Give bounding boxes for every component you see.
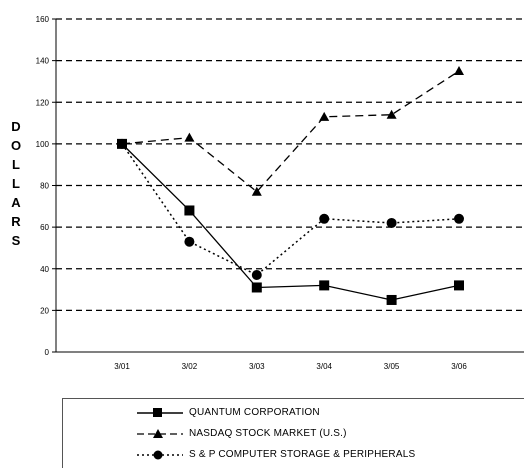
x-tick-label: 3/06 xyxy=(451,362,467,371)
data-point-circle xyxy=(319,213,330,224)
y-axis-label-letter: S xyxy=(11,233,21,248)
y-axis-label-letter: L xyxy=(12,157,20,172)
y-tick-label: 100 xyxy=(36,140,50,149)
y-axis-label-letter: R xyxy=(11,214,21,229)
series-line-0 xyxy=(121,143,460,301)
data-point-triangle xyxy=(454,66,464,76)
y-tick-label: 120 xyxy=(36,98,50,107)
series-line-1 xyxy=(121,70,460,193)
y-tick-label: 80 xyxy=(40,182,49,191)
data-point-square xyxy=(184,205,195,216)
data-point-triangle xyxy=(184,132,195,142)
data-point-square xyxy=(386,294,397,305)
y-axis-label-letter: L xyxy=(12,176,20,191)
legend: QUANTUM CORPORATION NASDAQ STOCK MARKET … xyxy=(62,398,524,468)
y-tick-label: 40 xyxy=(40,265,49,274)
data-point-circle xyxy=(454,213,464,224)
legend-swatch-sp xyxy=(137,450,183,460)
data-point-square xyxy=(319,280,330,291)
x-tick-label: 3/04 xyxy=(316,362,332,371)
legend-swatch-quantum xyxy=(137,408,183,417)
y-tick-label: 0 xyxy=(45,348,50,357)
data-point-square xyxy=(454,280,464,291)
x-tick-label: 3/01 xyxy=(114,362,130,371)
data-point-triangle xyxy=(319,111,330,121)
data-point-circle xyxy=(386,217,397,228)
legend-swatch-nasdaq xyxy=(137,429,183,438)
x-tick-label: 3/05 xyxy=(384,362,400,371)
y-tick-label: 160 xyxy=(36,15,50,24)
data-point-circle xyxy=(117,138,127,149)
x-tick-label: 3/02 xyxy=(182,362,198,371)
y-tick-label: 60 xyxy=(40,223,49,232)
series-line-2 xyxy=(121,143,460,276)
data-point-triangle xyxy=(251,186,262,196)
y-axis-label-letter: O xyxy=(10,138,22,153)
y-axis-label-letter: D xyxy=(11,119,21,134)
x-tick-label: 3/03 xyxy=(249,362,265,371)
line-chart: 0 20 40 60 80 100 120 140 160 3/01 3/02 3/03 3/04 3/0… xyxy=(36,15,524,371)
y-tick-label: 20 xyxy=(40,306,49,315)
legend-label-nasdaq: NASDAQ STOCK MARKET (U.S.) xyxy=(189,428,347,439)
legend-label-quantum: QUANTUM CORPORATION xyxy=(189,407,320,418)
legend-label-sp: S & P COMPUTER STORAGE & PERIPHERALS xyxy=(189,449,416,460)
data-point-square xyxy=(251,282,262,293)
y-tick-label: 140 xyxy=(36,57,50,66)
data-point-triangle xyxy=(386,109,397,119)
data-point-circle xyxy=(251,269,262,280)
y-axis-label-letter: A xyxy=(11,195,21,210)
data-point-circle xyxy=(184,236,195,247)
